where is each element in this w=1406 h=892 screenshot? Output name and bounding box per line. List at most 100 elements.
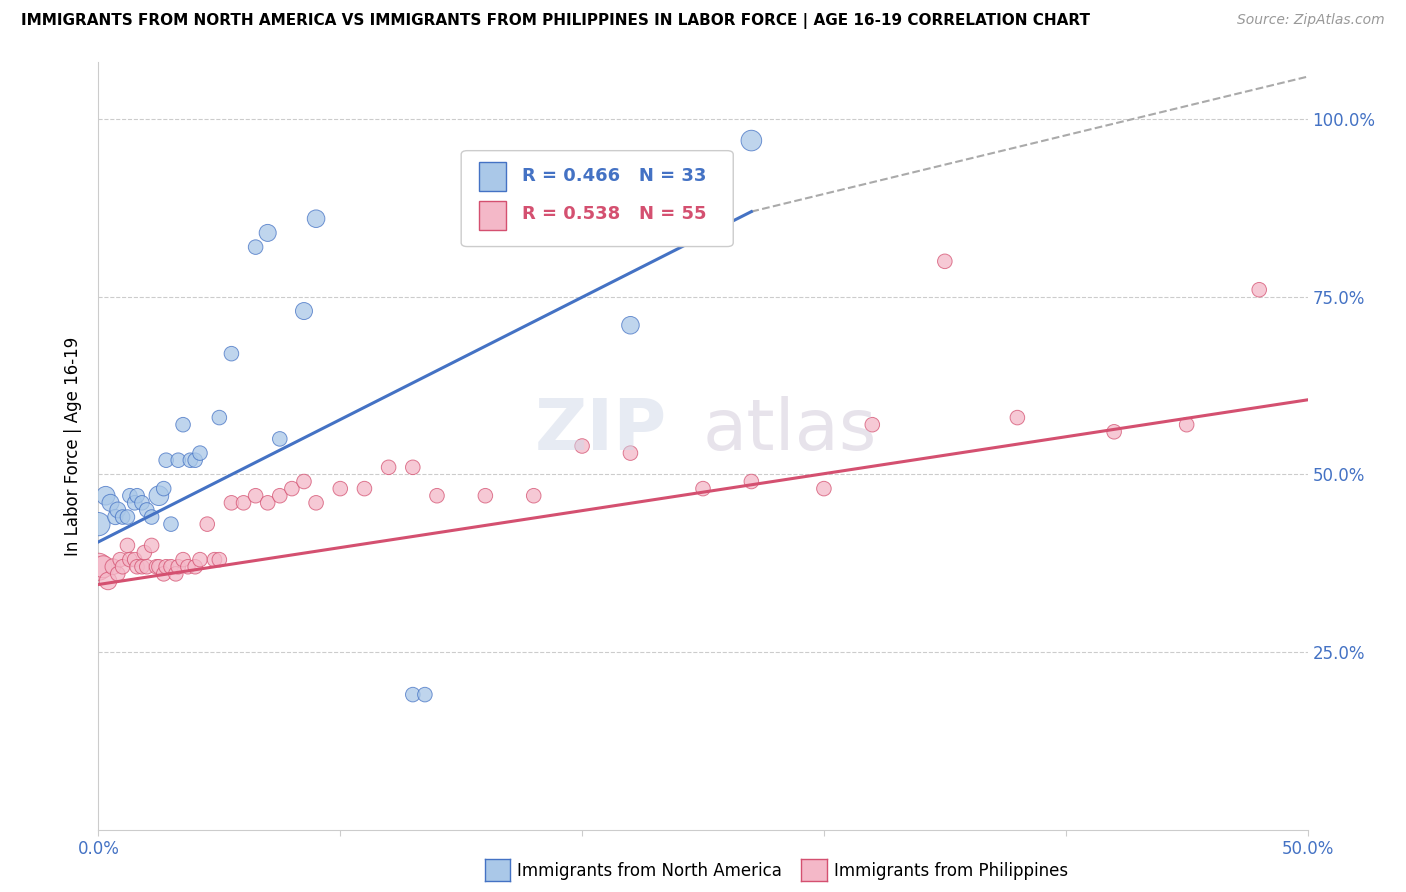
Point (221, 346, 243, 360)
Point (141, 538, 163, 552)
Bar (479, 162, 506, 191)
Point (111, 559, 134, 574)
Point (245, 240, 267, 254)
Point (353, 482, 375, 496)
Point (111, 510, 134, 524)
Point (184, 453, 207, 467)
Point (619, 446, 641, 460)
Point (245, 489, 267, 503)
Point (107, 503, 129, 517)
Point (101, 559, 124, 574)
Point (269, 489, 291, 503)
Point (232, 496, 254, 510)
Point (256, 496, 278, 510)
Point (292, 304, 315, 318)
Point (167, 559, 190, 574)
Point (179, 453, 201, 467)
Point (474, 489, 496, 503)
Point (188, 446, 211, 460)
Point (195, 517, 218, 532)
Point (619, 318, 641, 333)
Point (100, 496, 122, 510)
Point (692, 482, 714, 496)
Point (860, 417, 883, 432)
Text: IMMIGRANTS FROM NORTH AMERICA VS IMMIGRANTS FROM PHILIPPINES IN LABOR FORCE | AG: IMMIGRANTS FROM NORTH AMERICA VS IMMIGRA… (21, 13, 1090, 29)
Point (152, 482, 174, 496)
Point (1249, 283, 1271, 297)
Point (134, 545, 156, 559)
Point (145, 559, 167, 574)
Point (135, 559, 157, 574)
Point (934, 254, 956, 268)
Point (1175, 417, 1198, 432)
Point (426, 489, 449, 503)
Point (305, 211, 328, 226)
Point (131, 496, 153, 510)
Point (269, 432, 291, 446)
Point (118, 489, 141, 503)
Point (148, 559, 170, 574)
Point (135, 503, 157, 517)
Point (1007, 410, 1029, 425)
Point (118, 552, 141, 566)
Point (571, 439, 593, 453)
Point (523, 489, 546, 503)
Point (413, 688, 436, 702)
Point (1102, 425, 1125, 439)
Point (108, 552, 131, 566)
Text: ZIP: ZIP (534, 396, 666, 465)
Point (131, 559, 153, 574)
Point (305, 496, 328, 510)
Point (160, 517, 183, 532)
Point (127, 489, 149, 503)
Point (117, 538, 139, 552)
Point (204, 552, 226, 566)
Point (124, 552, 146, 566)
Text: Immigrants from North America: Immigrants from North America (517, 862, 782, 880)
Point (148, 489, 170, 503)
Y-axis label: In Labor Force | Age 16-19: In Labor Force | Age 16-19 (63, 336, 82, 556)
Point (167, 453, 190, 467)
Point (152, 566, 174, 581)
Point (94, 489, 117, 503)
Point (256, 226, 278, 240)
Point (172, 417, 194, 432)
Point (104, 510, 127, 524)
Text: Immigrants from Philippines: Immigrants from Philippines (834, 862, 1069, 880)
Point (281, 482, 304, 496)
Point (208, 552, 231, 566)
Point (165, 566, 187, 581)
Point (221, 496, 243, 510)
Point (208, 410, 231, 425)
Point (117, 510, 139, 524)
Text: R = 0.466   N = 33: R = 0.466 N = 33 (522, 167, 706, 185)
Bar (479, 201, 506, 229)
Point (172, 552, 194, 566)
Point (740, 475, 762, 489)
Point (292, 475, 315, 489)
Point (87, 517, 110, 532)
Point (160, 559, 183, 574)
Point (402, 688, 425, 702)
Point (184, 559, 207, 574)
Point (127, 559, 149, 574)
Point (155, 453, 177, 467)
Point (813, 482, 835, 496)
Point (141, 510, 163, 524)
Point (97, 574, 120, 588)
Point (91, 559, 114, 574)
Point (188, 552, 211, 566)
Point (177, 559, 200, 574)
Text: R = 0.538   N = 55: R = 0.538 N = 55 (522, 205, 706, 223)
Text: atlas: atlas (703, 396, 877, 465)
Point (402, 460, 425, 475)
Point (740, 134, 762, 148)
Point (87, 559, 110, 574)
Text: Source: ZipAtlas.com: Source: ZipAtlas.com (1237, 13, 1385, 28)
FancyBboxPatch shape (461, 151, 734, 246)
Point (329, 482, 352, 496)
Point (124, 496, 146, 510)
Point (377, 460, 399, 475)
Point (155, 559, 177, 574)
Point (107, 566, 129, 581)
